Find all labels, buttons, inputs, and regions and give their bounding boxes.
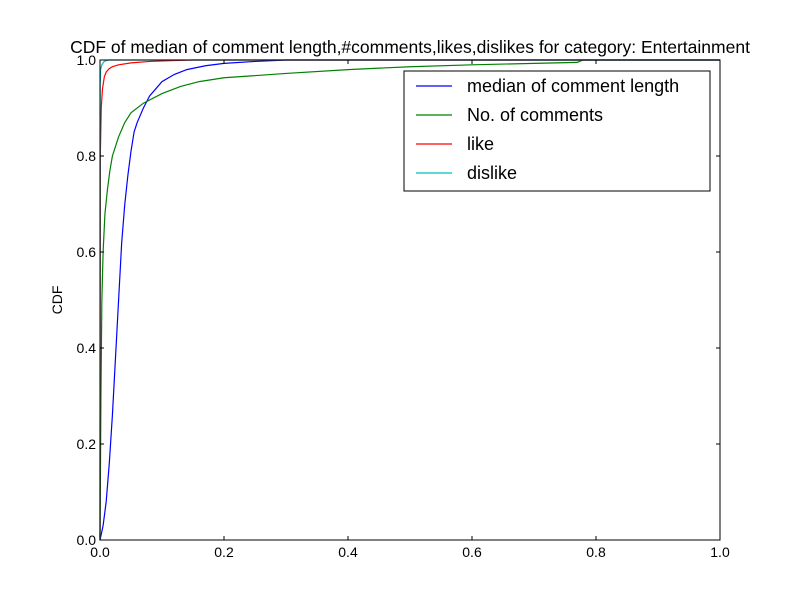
series-line-2 [99,59,720,541]
x-tick-label-1: 0.2 [214,544,234,560]
y-axis-label: CDF [49,286,65,315]
y-tick-label-5: 1.0 [77,52,97,68]
y-tick-label-0: 0.0 [77,532,97,548]
x-tick-label-0: 0.0 [90,544,110,560]
y-tick-label-1: 0.2 [77,436,97,452]
x-tick-label-5: 1.0 [710,544,730,560]
legend-box [403,70,711,192]
series-line-1 [99,59,720,541]
x-tick-label-3: 0.6 [462,544,482,560]
series-line-0 [99,59,720,541]
legend-label-1: No. of comments [467,105,603,125]
x-tick-label-4: 0.8 [586,544,606,560]
legend-label-3: dislike [467,163,517,183]
legend-label-2: like [467,134,494,154]
y-tick-label-4: 0.8 [77,148,97,164]
x-tick-label-2: 0.4 [338,544,358,560]
y-tick-label-2: 0.4 [77,340,97,356]
y-tick-label-3: 0.6 [77,244,97,260]
chart-title: CDF of median of comment length,#comment… [70,37,750,57]
legend-label-0: median of comment length [467,76,679,96]
tick-layer: 0.0 0.2 0.4 0.6 0.8 1.0 0.0 0.2 0.4 0.6 0.8 1.0 [77,52,730,560]
legend: median of comment length No. of comments l… [403,70,711,192]
plot-area-frame [99,59,721,541]
